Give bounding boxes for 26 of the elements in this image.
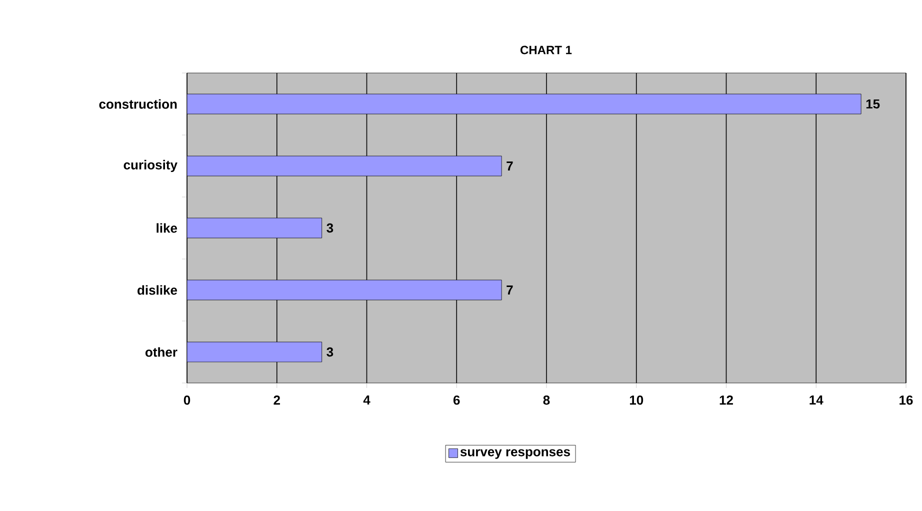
x-tick-label: 6: [453, 396, 460, 405]
bar: [187, 94, 862, 114]
data-label: 3: [326, 347, 334, 357]
legend-label: survey responses: [460, 449, 570, 459]
x-tick-label: 2: [274, 396, 280, 405]
x-tick-label: 0: [184, 396, 190, 405]
bar: [187, 218, 322, 238]
x-tick-label: 10: [630, 396, 644, 405]
x-tick-label: 12: [720, 396, 733, 405]
data-label: 3: [326, 223, 334, 233]
x-tick-label: 14: [810, 396, 824, 404]
data-label: 15: [866, 99, 880, 109]
chart-title: CHART 1: [520, 46, 572, 54]
data-label: 7: [506, 162, 513, 170]
x-tick-label: 16: [900, 396, 913, 405]
y-tick-label: curiosity: [124, 160, 178, 172]
bar: [187, 280, 502, 300]
x-tick-label: 4: [363, 396, 370, 404]
y-tick-label: dislike: [138, 285, 178, 295]
data-label: 7: [506, 286, 513, 294]
x-tick-label: 8: [543, 396, 550, 405]
bar: [187, 156, 502, 176]
y-tick-label: like: [156, 223, 178, 233]
y-tick-label: construction: [99, 99, 177, 109]
bar: [187, 342, 322, 362]
y-tick-label: other: [145, 347, 178, 357]
